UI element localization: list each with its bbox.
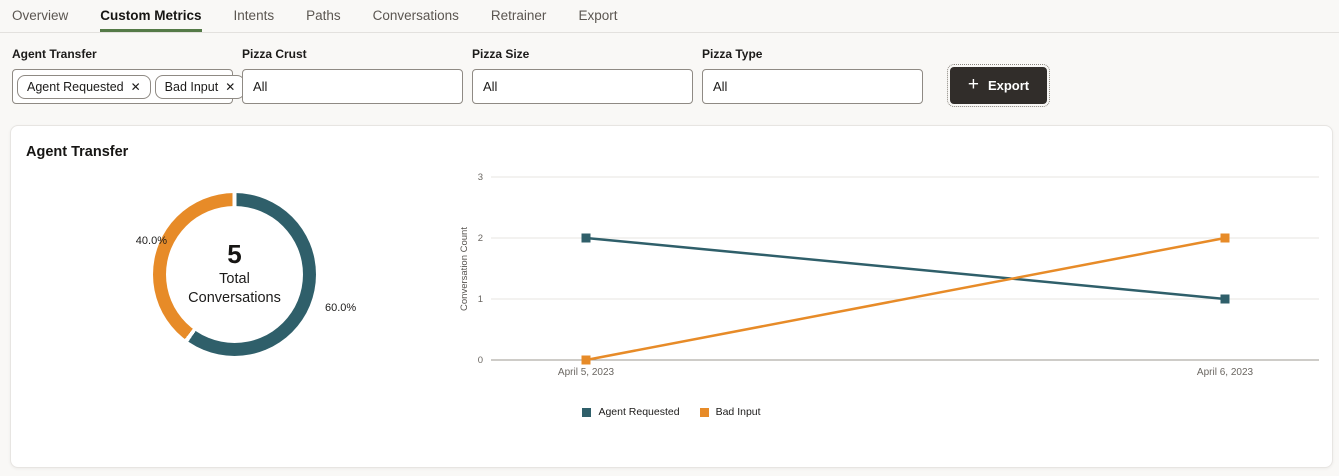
- y-tick-label: 1: [478, 294, 483, 305]
- tab-bar: Overview Custom Metrics Intents Paths Co…: [0, 0, 1339, 33]
- legend-item-bad-input: Bad Input: [699, 406, 761, 418]
- y-tick-label: 2: [478, 233, 483, 244]
- agent-transfer-select[interactable]: Agent Requested ✕ Bad Input ✕: [12, 69, 246, 104]
- agent-transfer-card: Agent Transfer 5 Total Conversations 40.…: [10, 125, 1333, 468]
- chip-agent-requested-label: Agent Requested: [27, 79, 124, 94]
- x-tick-label: April 6, 2023: [1197, 367, 1254, 378]
- tab-paths[interactable]: Paths: [306, 8, 341, 23]
- total-conversations-label-line1: Total: [219, 270, 250, 287]
- series-line: [585, 236, 1226, 362]
- chip-bad-input-remove-icon[interactable]: ✕: [225, 79, 236, 94]
- filter-row: Agent Transfer Agent Requested ✕ Bad Inp…: [0, 33, 1339, 107]
- filter-pizza-size-label: Pizza Size: [472, 47, 530, 61]
- tab-custom-metrics[interactable]: Custom Metrics: [100, 0, 202, 32]
- y-axis-title: Conversation Count: [459, 227, 470, 311]
- tab-conversations[interactable]: Conversations: [372, 8, 459, 23]
- filter-agent-transfer-label: Agent Transfer: [12, 47, 97, 61]
- legend-label-bad-input: Bad Input: [715, 406, 761, 418]
- legend-label-agent-requested: Agent Requested: [598, 406, 680, 418]
- legend-item-agent-requested: Agent Requested: [582, 406, 680, 418]
- donut-label-bad-input-pct: 40.0%: [135, 235, 167, 247]
- donut-chart: 5 Total Conversations 40.0% 60.0%: [11, 126, 451, 469]
- data-point-marker: [581, 355, 591, 365]
- filter-pizza-type: Pizza Type All: [702, 47, 923, 104]
- tab-intents[interactable]: Intents: [233, 8, 275, 23]
- chip-agent-requested[interactable]: Agent Requested ✕: [17, 74, 151, 99]
- plus-icon: +: [967, 74, 979, 95]
- pizza-crust-select[interactable]: All: [242, 69, 463, 104]
- donut-label-agent-requested-pct: 60.0%: [325, 302, 357, 314]
- tab-overview[interactable]: Overview: [12, 8, 69, 23]
- total-conversations-label-line2: Conversations: [188, 290, 281, 307]
- export-button[interactable]: + Export: [947, 64, 1050, 107]
- y-tick-label: 3: [478, 172, 483, 183]
- export-button-label: Export: [987, 78, 1030, 93]
- legend-swatch-bad-input: [699, 407, 709, 417]
- chip-bad-input[interactable]: Bad Input ✕: [154, 74, 246, 99]
- chip-agent-requested-remove-icon[interactable]: ✕: [130, 79, 141, 94]
- pizza-type-select[interactable]: All: [702, 69, 923, 104]
- data-point-marker: [581, 233, 591, 243]
- tab-retrainer[interactable]: Retrainer: [490, 8, 547, 23]
- filter-pizza-crust: Pizza Crust All: [242, 47, 463, 104]
- filter-agent-transfer: Agent Transfer Agent Requested ✕ Bad Inp…: [12, 47, 246, 104]
- x-tick-label: April 5, 2023: [558, 367, 615, 378]
- pizza-size-select[interactable]: All: [472, 69, 693, 104]
- series-line: [585, 236, 1226, 301]
- donut-ring: [153, 193, 316, 356]
- donut-center-label: 5 Total Conversations: [153, 193, 316, 356]
- chip-bad-input-label: Bad Input: [164, 79, 219, 94]
- legend-swatch-agent-requested: [582, 407, 592, 417]
- filter-pizza-type-label: Pizza Type: [702, 47, 763, 61]
- chart-legend: Agent Requested Bad Input: [11, 406, 1332, 418]
- data-point-marker: [1220, 233, 1230, 243]
- card-title: Agent Transfer: [26, 144, 129, 160]
- line-chart: 0 1 2 3 Conversation Count April 5, 2023 April…: [459, 172, 1319, 378]
- data-point-marker: [1220, 294, 1230, 304]
- y-tick-label: 0: [478, 355, 483, 366]
- filter-pizza-crust-label: Pizza Crust: [242, 47, 307, 61]
- total-conversations-value: 5: [227, 238, 242, 269]
- tab-export[interactable]: Export: [578, 8, 618, 23]
- filter-pizza-size: Pizza Size All: [472, 47, 693, 104]
